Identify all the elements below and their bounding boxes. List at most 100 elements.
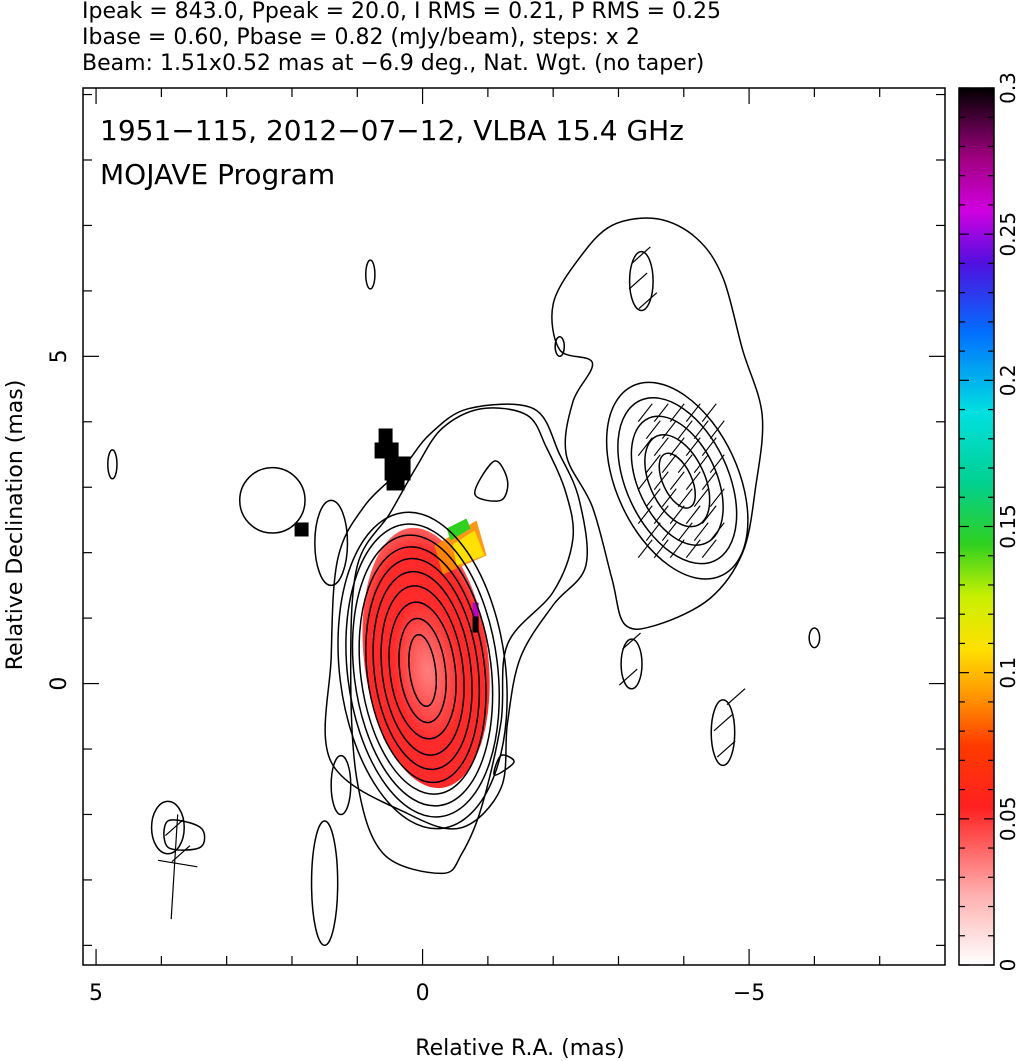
total-intensity-contours [107, 217, 821, 947]
west-component-contour [630, 415, 724, 546]
pol-vector [653, 437, 669, 457]
header-line-2: Ibase = 0.60, Pbase = 0.82 (mJy/beam), s… [82, 25, 640, 50]
pol-vector [645, 488, 661, 508]
y-axis-label: Relative Declination (mas) [3, 380, 28, 671]
contour-blob [808, 627, 821, 649]
chart-subtitle: MOJAVE Program [100, 158, 335, 191]
pol-vector [637, 437, 653, 457]
pol-vector [653, 403, 669, 423]
pol-vector [693, 488, 709, 508]
pol-vector [661, 488, 677, 508]
outer-contour [493, 754, 515, 776]
pol-vector [693, 522, 709, 542]
pol-vector [637, 403, 653, 423]
pol-vector [693, 420, 709, 440]
colorbar-ticks [959, 87, 994, 966]
plot-frame [82, 87, 946, 966]
pol-vector [677, 522, 693, 542]
contour-blob [310, 820, 339, 947]
x-tick-label-minus-5: −5 [733, 981, 765, 1006]
pol-vector [653, 505, 669, 525]
contour-blob [710, 699, 736, 767]
colorbar-tick-labels: 0 0.05 0.1 0.15 0.2 0.25 0.3 [996, 72, 1020, 971]
x-tick-label-0: 0 [416, 981, 430, 1006]
west-component-contour [658, 452, 697, 509]
core-contour [408, 633, 438, 707]
pol-vector [622, 632, 641, 650]
chart-title: 1951−115, 2012−07−12, VLBA 15.4 GHz [100, 114, 684, 147]
colorbar-tick-label: 0.2 [996, 364, 1020, 396]
colorbar-tick-label: 0.3 [996, 72, 1020, 104]
pol-vector [677, 488, 693, 508]
pol-vector [685, 437, 701, 457]
outer-contour [551, 217, 764, 630]
colorbar-tick-label: 0.15 [996, 504, 1020, 549]
pol-vector [661, 420, 677, 440]
polarization-vectors [157, 246, 746, 920]
core-contour [398, 617, 447, 724]
core-contour [345, 523, 500, 818]
pol-vector [701, 403, 717, 423]
pol-vector [645, 522, 661, 542]
core-contour [380, 585, 465, 756]
contour-blob [314, 499, 349, 587]
pol-vector [631, 246, 651, 264]
contour-blob [554, 335, 566, 358]
pol-vector [716, 740, 736, 758]
polarized-pixel-black [374, 442, 399, 459]
header-line-3: Beam: 1.51x0.52 mas at −6.9 deg., Nat. W… [82, 51, 705, 76]
axis-ticks [83, 88, 945, 965]
west-component-contour [617, 397, 738, 565]
contour-blob [620, 638, 643, 690]
pol-vector [645, 454, 661, 474]
pol-vector [645, 420, 661, 440]
pol-vector [637, 539, 653, 559]
pol-vector [709, 488, 725, 508]
pol-vector [170, 814, 179, 920]
outer-contour [324, 403, 589, 830]
pol-vector [661, 522, 677, 542]
polarized-pixel-black [294, 522, 309, 537]
contour-blob [107, 449, 118, 480]
pol-vector [677, 420, 693, 440]
pol-vector [685, 505, 701, 525]
core-polarized-emission [362, 527, 490, 789]
pol-vector [709, 420, 725, 440]
outer-contour [474, 460, 509, 502]
pol-vector [685, 403, 701, 423]
pol-vector [713, 714, 733, 732]
y-tick-label-0: 0 [47, 677, 72, 691]
pol-vector [628, 272, 648, 290]
outer-contour [349, 407, 575, 875]
west-component-contour [644, 433, 711, 528]
pol-vector [638, 292, 658, 310]
colorbar-tick-label: 0.25 [996, 212, 1020, 257]
polarized-pixel-black [472, 616, 479, 633]
pol-vector [669, 403, 685, 423]
pol-vector [669, 505, 685, 525]
polarized-pixel-magenta [472, 602, 479, 617]
pol-vector [669, 539, 685, 559]
contour-blob [330, 754, 352, 816]
pol-vector [701, 471, 717, 491]
core-contour [372, 570, 473, 771]
header-line-1: Ipeak = 843.0, Ppeak = 20.0, I RMS = 0.2… [82, 0, 721, 24]
x-axis-label: Relative R.A. (mas) [415, 1036, 624, 1061]
pol-vector [653, 471, 669, 491]
colorbar-tick-label: 0.05 [996, 797, 1020, 842]
pol-vector [618, 668, 638, 686]
contour-blob [365, 259, 376, 290]
core-contour [365, 557, 481, 784]
pol-vector [709, 454, 725, 474]
pol-vector [701, 437, 717, 457]
pol-vector [669, 437, 685, 457]
pol-vector [685, 471, 701, 491]
polarized-pixel-black [386, 474, 405, 491]
pol-vector [685, 539, 701, 559]
pol-vector [701, 539, 717, 559]
x-tick-label-5: 5 [89, 981, 103, 1006]
pol-vector [157, 859, 198, 868]
west-component-contour [605, 381, 749, 580]
colorbar-tick-label: 0 [996, 959, 1020, 972]
